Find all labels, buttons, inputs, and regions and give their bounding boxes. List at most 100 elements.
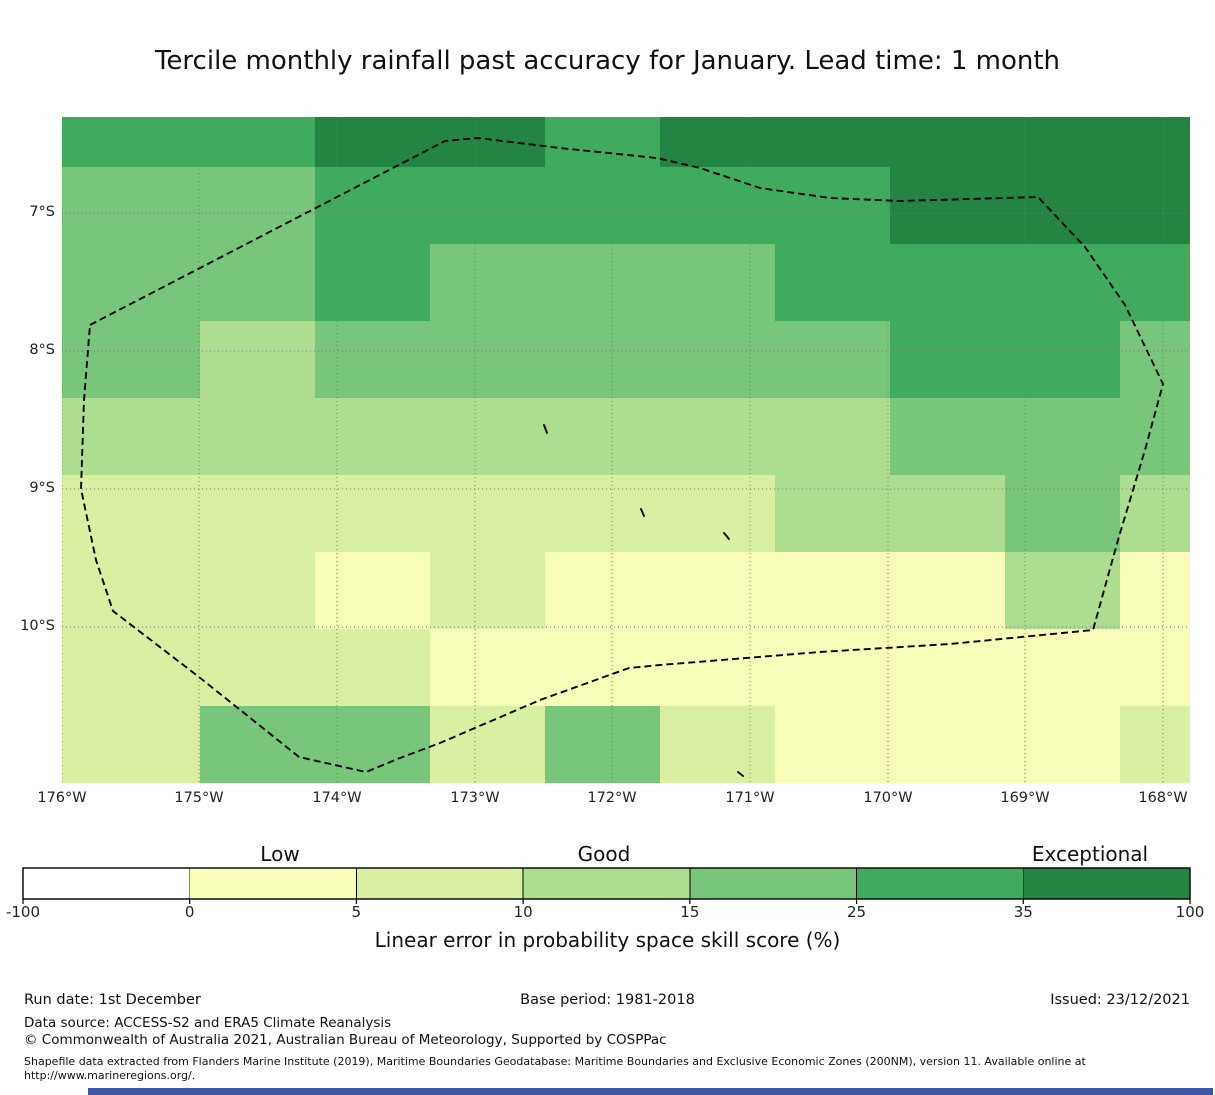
heatmap-cell — [660, 117, 775, 167]
heatmap-cell — [200, 706, 315, 783]
heatmap-cell — [200, 117, 315, 167]
heatmap-cell — [660, 475, 775, 552]
heatmap-cell — [1005, 475, 1120, 552]
heatmap-cell — [430, 706, 545, 783]
colorbar-tick-label: 5 — [351, 903, 362, 921]
heatmap-cell — [775, 117, 890, 167]
heatmap-cell — [430, 244, 545, 321]
heatmap-cell — [430, 629, 545, 706]
heatmap-cell — [200, 398, 315, 475]
x-tick-label: 176°W — [37, 790, 87, 806]
heatmap-cell — [660, 552, 775, 629]
heatmap-cell — [1005, 321, 1120, 398]
x-tick-label: 174°W — [312, 790, 362, 806]
data-source-text: Data source: ACCESS-S2 and ERA5 Climate … — [24, 1015, 392, 1031]
heatmap-cell — [1120, 117, 1190, 167]
heatmap-cell — [775, 706, 890, 783]
heatmap-cell — [315, 244, 430, 321]
heatmap-cell — [430, 398, 545, 475]
heatmap-cell — [62, 117, 85, 167]
x-tick-label: 168°W — [1138, 790, 1188, 806]
island-mark — [543, 424, 548, 434]
x-tick-label: 170°W — [863, 790, 913, 806]
base-period-text: Base period: 1981-2018 — [520, 992, 695, 1008]
colorbar-category-good: Good — [577, 842, 631, 866]
heatmap-cell — [1005, 117, 1120, 167]
heatmap-cell — [775, 244, 890, 321]
colorbar-segment — [356, 867, 524, 900]
heatmap-cell — [315, 706, 430, 783]
heatmap-cell — [1005, 629, 1120, 706]
colorbar — [22, 867, 1191, 904]
y-tick-label: 8°S — [29, 342, 55, 358]
heatmap-cell — [890, 244, 1005, 321]
shapefile-note-text: Shapefile data extracted from Flanders M… — [24, 1055, 1086, 1082]
heatmap-cell — [85, 117, 200, 167]
heatmap-cell — [315, 117, 430, 167]
heatmap-cell — [315, 398, 430, 475]
heatmap-cell — [200, 475, 315, 552]
y-tick-label: 10°S — [20, 618, 55, 634]
heatmap-cell — [200, 321, 315, 398]
heatmap-cell — [315, 552, 430, 629]
heatmap-cell — [62, 706, 85, 783]
heatmap-cell — [660, 398, 775, 475]
heatmap-cell — [545, 552, 660, 629]
heatmap-cell — [1120, 629, 1190, 706]
heatmap-cell — [775, 398, 890, 475]
heatmap-cell — [660, 629, 775, 706]
heatmap-cell — [890, 475, 1005, 552]
heatmap-cell — [545, 629, 660, 706]
island-mark — [640, 508, 645, 517]
heatmap-cell — [315, 629, 430, 706]
x-tick-label: 172°W — [587, 790, 637, 806]
heatmap-cell — [890, 398, 1005, 475]
heatmap-cell — [315, 321, 430, 398]
y-tick-label: 7°S — [29, 204, 55, 220]
heatmap-cell — [890, 117, 1005, 167]
colorbar-axis-label: Linear error in probability space skill … — [374, 928, 841, 952]
heatmap-cell — [85, 552, 200, 629]
heatmap-cell — [1120, 321, 1190, 398]
colorbar-segment — [1022, 867, 1191, 900]
map-heatmap — [62, 117, 1190, 783]
colorbar-tick-label: 25 — [847, 903, 867, 921]
colorbar-tick-label: 0 — [184, 903, 195, 921]
heatmap-cell — [545, 706, 660, 783]
heatmap-cell — [890, 167, 1005, 244]
heatmap-cell — [85, 629, 200, 706]
heatmap-cell — [1120, 475, 1190, 552]
heatmap-cell — [62, 167, 85, 244]
heatmap-cell — [545, 244, 660, 321]
x-tick-label: 169°W — [1000, 790, 1050, 806]
heatmap-cell — [1120, 552, 1190, 629]
heatmap-cell — [660, 167, 775, 244]
colorbar-tick-label: -100 — [5, 903, 41, 921]
y-tick-label: 9°S — [29, 480, 55, 496]
x-tick-label: 173°W — [450, 790, 500, 806]
heatmap-cell — [85, 244, 200, 321]
colorbar-segment — [689, 867, 857, 900]
heatmap-cell — [430, 321, 545, 398]
bottom-accent-bar — [88, 1088, 1213, 1095]
x-tick-label: 171°W — [725, 790, 775, 806]
heatmap-cell — [430, 552, 545, 629]
issued-date-text: Issued: 23/12/2021 — [1050, 992, 1190, 1008]
heatmap-cell — [430, 167, 545, 244]
heatmap-cell — [62, 629, 85, 706]
colorbar-segment — [522, 867, 691, 900]
heatmap-cell — [660, 706, 775, 783]
heatmap-cell — [62, 398, 85, 475]
heatmap-cell — [315, 167, 430, 244]
heatmap-cell — [1120, 706, 1190, 783]
heatmap-cell — [545, 321, 660, 398]
heatmap-cell — [62, 475, 85, 552]
heatmap-cell — [660, 321, 775, 398]
heatmap-cell — [1005, 706, 1120, 783]
colorbar-category-low: Low — [260, 842, 300, 866]
x-tick-label: 175°W — [174, 790, 224, 806]
heatmap-cell — [890, 629, 1005, 706]
colorbar-tick-label: 35 — [1013, 903, 1033, 921]
heatmap-cell — [1005, 398, 1120, 475]
